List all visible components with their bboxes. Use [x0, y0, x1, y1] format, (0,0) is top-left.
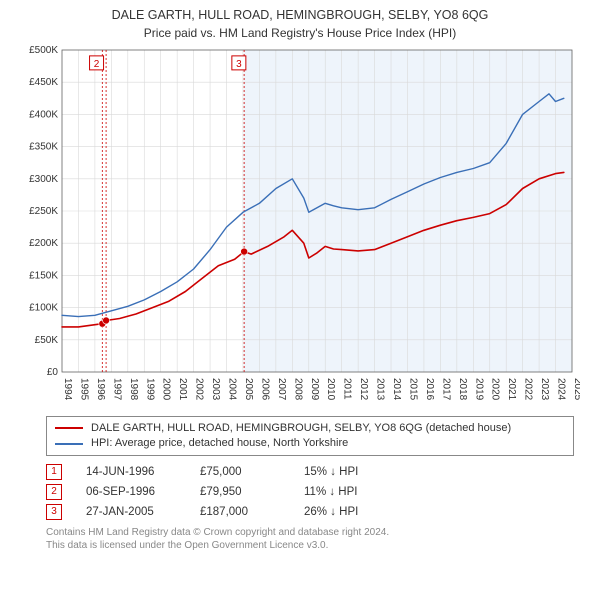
legend-swatch — [55, 443, 83, 445]
sale-price: £79,950 — [200, 486, 280, 498]
sale-date: 14-JUN-1996 — [86, 466, 176, 478]
svg-text:1999: 1999 — [144, 378, 155, 401]
svg-text:2009: 2009 — [309, 378, 320, 401]
svg-text:£500K: £500K — [29, 46, 58, 56]
svg-text:2005: 2005 — [243, 378, 254, 401]
svg-text:2019: 2019 — [473, 378, 484, 401]
legend-item: HPI: Average price, detached house, Nort… — [55, 436, 565, 451]
svg-text:2015: 2015 — [407, 378, 418, 401]
svg-text:1998: 1998 — [128, 378, 139, 401]
svg-text:2004: 2004 — [227, 378, 238, 401]
sale-date: 27-JAN-2005 — [86, 506, 176, 518]
svg-text:2021: 2021 — [506, 378, 517, 401]
legend: DALE GARTH, HULL ROAD, HEMINGBROUGH, SEL… — [46, 416, 574, 457]
legend-label: DALE GARTH, HULL ROAD, HEMINGBROUGH, SEL… — [91, 421, 511, 436]
svg-text:1995: 1995 — [78, 378, 89, 401]
svg-text:£0: £0 — [47, 367, 59, 378]
svg-text:2010: 2010 — [325, 378, 336, 401]
svg-text:£200K: £200K — [29, 238, 58, 249]
svg-text:2024: 2024 — [556, 378, 567, 401]
svg-text:2023: 2023 — [539, 378, 550, 401]
sale-row: 3 27-JAN-2005 £187,000 26% ↓ HPI — [46, 504, 574, 520]
svg-text:2013: 2013 — [375, 378, 386, 401]
svg-text:2017: 2017 — [440, 378, 451, 401]
svg-text:£100K: £100K — [29, 302, 58, 313]
svg-text:£300K: £300K — [29, 173, 58, 184]
svg-text:2018: 2018 — [457, 378, 468, 401]
svg-text:2: 2 — [94, 59, 100, 70]
sale-row: 1 14-JUN-1996 £75,000 15% ↓ HPI — [46, 464, 574, 480]
svg-text:2014: 2014 — [391, 378, 402, 401]
svg-text:£50K: £50K — [35, 334, 59, 345]
svg-text:£350K: £350K — [29, 141, 58, 152]
svg-text:1994: 1994 — [62, 378, 73, 401]
svg-text:2008: 2008 — [292, 378, 303, 401]
footnote-line: This data is licensed under the Open Gov… — [46, 539, 574, 552]
legend-label: HPI: Average price, detached house, Nort… — [91, 436, 348, 451]
svg-text:2006: 2006 — [259, 378, 270, 401]
sale-delta: 11% ↓ HPI — [304, 486, 404, 498]
svg-text:2011: 2011 — [342, 378, 353, 400]
svg-text:3: 3 — [236, 59, 242, 70]
svg-text:2007: 2007 — [276, 378, 287, 401]
sale-row: 2 06-SEP-1996 £79,950 11% ↓ HPI — [46, 484, 574, 500]
chart-title: DALE GARTH, HULL ROAD, HEMINGBROUGH, SEL… — [10, 8, 590, 24]
svg-text:2000: 2000 — [161, 378, 172, 401]
sale-marker: 3 — [46, 504, 62, 520]
sale-delta: 15% ↓ HPI — [304, 466, 404, 478]
sale-date: 06-SEP-1996 — [86, 486, 176, 498]
svg-text:2002: 2002 — [194, 378, 205, 401]
sale-marker: 2 — [46, 484, 62, 500]
sale-delta: 26% ↓ HPI — [304, 506, 404, 518]
svg-text:£150K: £150K — [29, 270, 58, 281]
svg-text:2022: 2022 — [523, 378, 534, 401]
sale-price: £187,000 — [200, 506, 280, 518]
svg-text:2012: 2012 — [358, 378, 369, 401]
sales-list: 1 14-JUN-1996 £75,000 15% ↓ HPI 2 06-SEP-1996… — [46, 464, 574, 520]
svg-text:1997: 1997 — [111, 378, 122, 401]
sale-marker: 1 — [46, 464, 62, 480]
svg-text:£250K: £250K — [29, 206, 58, 217]
svg-text:£450K: £450K — [29, 77, 58, 88]
footnote-line: Contains HM Land Registry data © Crown c… — [46, 526, 574, 539]
legend-swatch — [55, 427, 83, 429]
chart-svg: £0 £50K £100K £150K £200K £250K £300K £350K £400… — [20, 46, 580, 406]
chart-plot-area: £0 £50K £100K £150K £200K £250K £300K £350K £400… — [20, 46, 580, 406]
svg-text:2003: 2003 — [210, 378, 221, 401]
chart-subtitle: Price paid vs. HM Land Registry's House … — [10, 26, 590, 40]
svg-text:2025: 2025 — [572, 378, 580, 401]
footnote: Contains HM Land Registry data © Crown c… — [46, 526, 574, 552]
svg-text:2020: 2020 — [490, 378, 501, 401]
svg-text:2001: 2001 — [177, 378, 188, 401]
svg-text:£400K: £400K — [29, 109, 58, 120]
sale-price: £75,000 — [200, 466, 280, 478]
legend-item: DALE GARTH, HULL ROAD, HEMINGBROUGH, SEL… — [55, 421, 565, 436]
svg-text:1996: 1996 — [95, 378, 106, 401]
svg-text:2016: 2016 — [424, 378, 435, 401]
